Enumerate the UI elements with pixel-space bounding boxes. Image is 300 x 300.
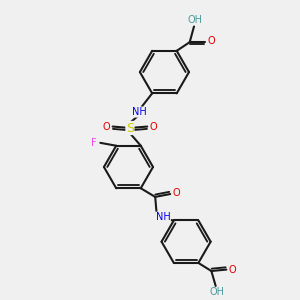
Text: O: O [173, 188, 180, 198]
Text: NH: NH [156, 212, 170, 222]
Text: F: F [91, 138, 97, 148]
Text: O: O [102, 122, 110, 132]
Text: O: O [150, 122, 158, 132]
Text: S: S [126, 122, 134, 134]
Text: O: O [207, 36, 215, 46]
Text: O: O [229, 265, 237, 275]
Text: NH: NH [132, 107, 147, 117]
Text: OH: OH [210, 287, 225, 297]
Text: OH: OH [188, 15, 203, 25]
